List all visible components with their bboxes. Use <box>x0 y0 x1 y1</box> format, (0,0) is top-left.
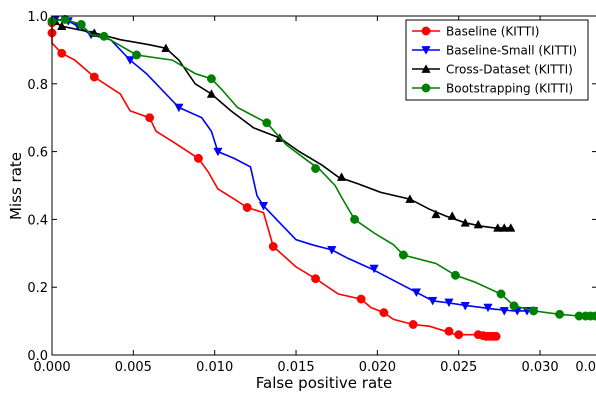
x-axis-label: False positive rate <box>256 374 393 392</box>
y-tick-label: 0.2 <box>27 281 48 296</box>
data-point <box>356 294 366 304</box>
data-point <box>405 194 415 203</box>
data-point <box>258 202 269 211</box>
series-line <box>51 22 498 338</box>
data-point <box>174 103 184 113</box>
data-point <box>311 274 321 284</box>
data-point <box>473 219 483 229</box>
legend-label: Baseline (KITTI) <box>446 25 539 39</box>
legend-entry: Cross-Dataset (KITTI) <box>412 63 573 77</box>
y-axis-label: Miss rate <box>7 152 25 220</box>
legend-entries: Baseline (KITTI) Baseline-Small (KITTI) Cr… <box>412 25 577 96</box>
y-tick-label: 0.4 <box>27 213 48 228</box>
x-tick-label: 0.005 <box>115 360 152 375</box>
x-tick-label: 0.010 <box>196 360 233 375</box>
legend-label: Baseline-Small (KITTI) <box>446 44 577 58</box>
data-point <box>369 264 379 274</box>
series-line <box>51 20 511 229</box>
data-point <box>336 172 347 181</box>
data-point <box>99 31 109 41</box>
data-point <box>444 326 454 336</box>
data-point <box>447 211 457 220</box>
data-point <box>496 289 506 299</box>
data-point <box>213 147 223 157</box>
y-tick-label: 0.6 <box>27 146 48 161</box>
data-point <box>428 296 438 306</box>
tick-layer: 0.000 0.005 0.010 0.015 0.020 0.025 0.030 0.0 0.… <box>27 10 596 375</box>
data-point <box>529 306 539 316</box>
data-point <box>89 72 99 82</box>
x-tick-label: 0.025 <box>440 360 477 375</box>
data-point <box>57 21 67 30</box>
data-point <box>57 48 67 58</box>
data-point <box>499 223 509 232</box>
data-point <box>509 301 519 311</box>
data-point <box>506 223 516 232</box>
data-point <box>431 209 441 219</box>
data-point <box>460 218 470 227</box>
legend-entry: Baseline (KITTI) <box>412 25 539 39</box>
data-point <box>398 250 408 260</box>
legend-swatch-marker <box>421 83 431 93</box>
legend-label: Bootstrapping (KITTI) <box>446 82 573 96</box>
data-point <box>206 74 216 84</box>
data-point <box>193 153 203 163</box>
data-point <box>242 203 252 212</box>
data-point <box>262 118 272 128</box>
data-point <box>444 298 454 308</box>
data-point <box>454 330 464 340</box>
data-point <box>491 331 501 341</box>
y-tick-label: 0.8 <box>27 78 48 93</box>
legend-swatch-marker <box>421 46 431 55</box>
data-point <box>493 223 503 232</box>
data-point <box>350 214 360 224</box>
x-tick-label: 0.000 <box>33 360 70 375</box>
x-tick-label: 0.030 <box>521 360 558 375</box>
data-point <box>590 311 596 321</box>
y-tick-label: 0.0 <box>27 349 48 364</box>
data-point <box>76 20 86 29</box>
data-point <box>379 308 389 318</box>
legend-swatch-marker <box>421 64 431 73</box>
data-point <box>483 303 493 313</box>
x-tick-label: 0.015 <box>277 360 314 375</box>
legend-swatch-marker <box>421 26 431 36</box>
x-tick-label: 0.020 <box>359 360 396 375</box>
data-point <box>125 56 135 65</box>
data-point <box>60 14 70 24</box>
legend: Baseline (KITTI) Baseline-Small (KITTI) Cr… <box>405 19 589 101</box>
data-point <box>311 164 321 174</box>
data-point <box>499 307 509 316</box>
legend-label: Cross-Dataset (KITTI) <box>446 63 573 77</box>
series-2 <box>50 15 539 316</box>
legend-entry: Bootstrapping (KITTI) <box>412 82 573 96</box>
data-point <box>206 89 217 98</box>
data-point <box>408 320 418 329</box>
data-point <box>451 270 460 280</box>
data-point <box>268 242 278 251</box>
data-point <box>555 309 565 319</box>
x-tick-label: 0.0 <box>575 360 596 375</box>
data-point <box>411 288 422 298</box>
data-point <box>132 50 142 60</box>
data-point <box>161 43 171 53</box>
plot-frame <box>51 15 596 356</box>
data-point <box>145 113 155 123</box>
y-tick-label: 1.0 <box>27 10 48 25</box>
data-point <box>327 246 337 255</box>
legend-entry: Baseline-Small (KITTI) <box>412 44 577 58</box>
data-point <box>460 302 470 311</box>
legend-box <box>405 19 589 101</box>
